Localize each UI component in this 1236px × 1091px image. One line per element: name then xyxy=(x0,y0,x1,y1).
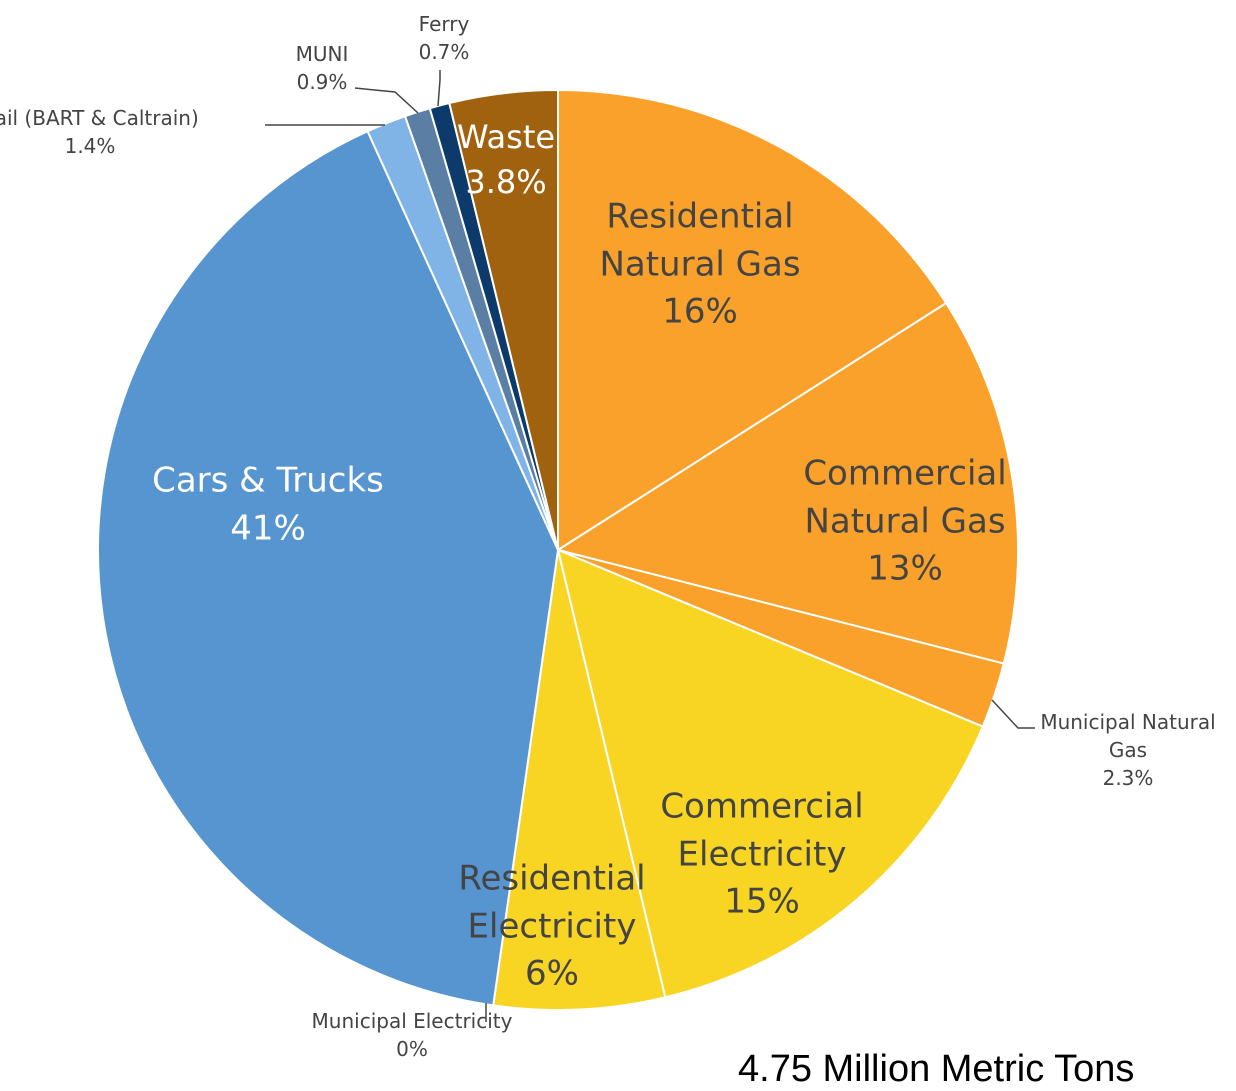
slice-value: 2.3% xyxy=(1102,766,1154,790)
pie-slice xyxy=(557,88,948,552)
slice-name: Commercial Natural Gas xyxy=(803,453,1007,542)
slice-value: 0.7% xyxy=(418,40,470,64)
slice-name: Waste xyxy=(456,118,556,157)
pie-slice xyxy=(492,549,667,1011)
slice-value: 0.9% xyxy=(296,70,348,94)
slice-label: Rail (BART & Caltrain) 1.4% xyxy=(0,104,240,160)
slice-value: 1.4% xyxy=(64,134,116,158)
slice-value: 3.8% xyxy=(465,163,547,201)
slice-label: Residential Natural Gas 16% xyxy=(570,194,830,337)
slice-value: 6% xyxy=(525,953,579,994)
slice-value: 15% xyxy=(724,881,800,922)
slice-label: Cars & Trucks 41% xyxy=(118,457,418,552)
slice-label: Commercial Natural Gas 13% xyxy=(795,451,1015,594)
slice-value: 13% xyxy=(867,548,943,589)
slice-value: 0% xyxy=(396,1037,428,1061)
leader-line xyxy=(437,70,441,107)
caption: 4.75 Million Metric Tons xyxy=(738,1048,1135,1090)
slice-label: MUNI 0.9% xyxy=(272,40,372,96)
leader-line xyxy=(991,699,1035,729)
slice-label: Municipal Electricity 0% xyxy=(262,1007,562,1063)
slice-name: Cars & Trucks xyxy=(152,460,384,501)
pie-slice xyxy=(448,88,559,551)
slice-label: Ferry 0.7% xyxy=(394,10,494,66)
slice-name: Municipal Natural Gas xyxy=(1040,710,1216,762)
slice-label: Residential Electricity 6% xyxy=(452,856,652,999)
slice-label: Commercial Electricity 15% xyxy=(647,784,877,927)
slice-name: Residential Electricity xyxy=(458,858,646,947)
slice-label: Waste 3.8% xyxy=(441,115,571,205)
slice-name: Rail (BART & Caltrain) xyxy=(0,106,199,130)
slice-name: MUNI xyxy=(295,42,349,66)
slice-name: Residential Natural Gas xyxy=(599,196,801,285)
leader-line xyxy=(354,87,419,114)
slice-name: Commercial Electricity xyxy=(660,786,864,875)
pie-slice xyxy=(555,301,1019,665)
slice-value: 41% xyxy=(230,508,306,548)
slice-value: 16% xyxy=(662,291,738,332)
slice-name: Ferry xyxy=(418,12,470,36)
pie-slice xyxy=(97,129,560,1007)
slice-label: Municipal Natural Gas 2.3% xyxy=(1033,708,1223,792)
pie-slice xyxy=(556,548,985,999)
slice-name: Municipal Electricity xyxy=(311,1009,513,1033)
